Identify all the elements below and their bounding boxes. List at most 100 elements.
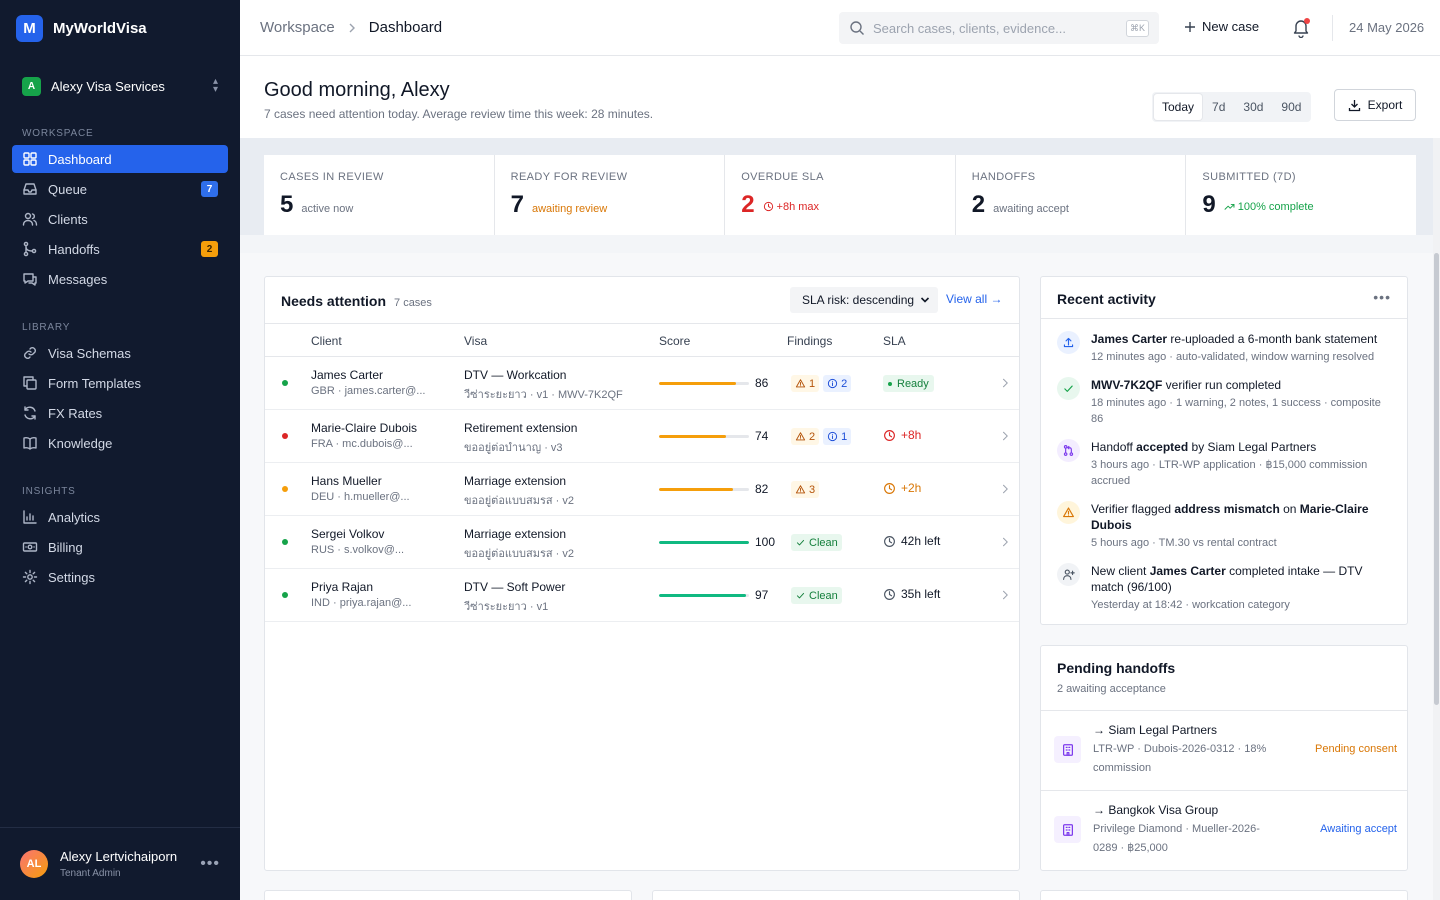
column-visa[interactable]: Visa: [464, 334, 488, 348]
search-bar[interactable]: ⌘K: [839, 12, 1159, 44]
sidebar-item-queue[interactable]: Queue 7: [12, 175, 228, 203]
stat-label: HANDOFFS: [971, 171, 1036, 183]
section-label: INSIGHTS: [22, 486, 76, 497]
findings: 3: [791, 481, 820, 498]
search-input[interactable]: [873, 20, 1118, 36]
view-all-link[interactable]: View all →: [946, 292, 1003, 306]
stat-row: 9 100% complete: [1202, 191, 1400, 219]
current-date: 24 May 2026: [1349, 20, 1425, 35]
stats-band: [240, 235, 1433, 253]
column-score[interactable]: Score: [659, 334, 691, 348]
bottom-card: [1040, 890, 1408, 900]
chevron-right-icon: [1002, 590, 1008, 600]
handoff-icon: [1054, 816, 1081, 843]
more-icon[interactable]: •••: [1373, 289, 1391, 305]
copy-icon: [23, 376, 37, 390]
activity-meta: 5 hours ago · TM.30 vs rental contract: [1091, 537, 1277, 549]
row-chevron[interactable]: [999, 589, 1011, 604]
row-chevron[interactable]: [999, 377, 1011, 392]
score-bar: [659, 382, 749, 385]
sidebar-item-visa-schemas[interactable]: Visa Schemas: [12, 339, 228, 367]
handoff-item[interactable]: → Siam Legal Partners LTR-WP · Dubois-202…: [1041, 710, 1407, 790]
divider: [1332, 15, 1333, 41]
finding-chip: 3: [791, 481, 820, 498]
table-row[interactable]: Priya Rajan IND · priya.rajan@... DTV — So…: [265, 569, 1019, 622]
users-icon: [22, 212, 38, 226]
sidebar: M MyWorldVisa A Alexy Visa Services ▴ ▾ W…: [0, 0, 240, 900]
column-sla[interactable]: SLA: [883, 334, 906, 348]
sidebar-item-messages[interactable]: Messages: [12, 265, 228, 293]
sidebar-item-clients[interactable]: Clients: [12, 205, 228, 233]
table-row[interactable]: Sergei Volkov RUS · s.volkov@... Marriage …: [265, 516, 1019, 569]
client-meta: FRA · mc.dubois@...: [311, 438, 413, 450]
new-case-button[interactable]: New case: [1184, 19, 1259, 34]
git-merge-icon: [23, 241, 37, 257]
column-findings[interactable]: Findings: [787, 334, 833, 348]
score-bar-fill: [659, 488, 733, 491]
sidebar-item-dashboard[interactable]: Dashboard: [12, 145, 228, 173]
activity-text: Handoff accepted by Siam Legal Partners: [1091, 439, 1391, 455]
range-30d[interactable]: 30d: [1243, 100, 1264, 114]
clock-icon: [884, 535, 895, 547]
user-profile[interactable]: AL Alexy Lertvichaiporn Tenant Admin •••: [0, 827, 240, 900]
warning-icon: [795, 379, 806, 388]
stat-note-text: awaiting accept: [993, 203, 1069, 215]
column-client[interactable]: Client: [311, 334, 342, 348]
sidebar-item-analytics[interactable]: Analytics: [12, 503, 228, 531]
brand[interactable]: M MyWorldVisa: [16, 15, 147, 42]
stat-note: awaiting review: [532, 203, 607, 215]
score-bar: [659, 435, 749, 438]
row-chevron[interactable]: [999, 536, 1011, 551]
info-icon: [828, 378, 838, 389]
table-row[interactable]: Hans Mueller DEU · h.mueller@... Marriage …: [265, 463, 1019, 516]
finding-count: Clean: [809, 589, 838, 602]
sort-select[interactable]: SLA risk: descending: [790, 287, 938, 313]
client-meta: RUS · s.volkov@...: [311, 544, 405, 556]
sla-text: +8h: [901, 428, 922, 442]
row-chevron[interactable]: [999, 483, 1011, 498]
topbar: Workspace Dashboard ⌘K New case 24 May 2…: [240, 0, 1440, 56]
sidebar-item-fx-rates[interactable]: FX Rates: [12, 399, 228, 427]
table-row[interactable]: Marie-Claire Dubois FRA · mc.dubois@... Re…: [265, 410, 1019, 463]
section-label: LIBRARY: [22, 322, 71, 333]
activity-text-part: re-uploaded a 6-month bank statement: [1167, 332, 1378, 346]
sla-status: +8h: [883, 428, 921, 442]
sidebar-item-form-templates[interactable]: Form Templates: [12, 369, 228, 397]
handoff-item[interactable]: → Bangkok Visa Group Privilege Diamond · …: [1041, 790, 1407, 870]
grid-icon: [23, 152, 37, 166]
row-chevron[interactable]: [999, 430, 1011, 445]
score-bar: [659, 488, 749, 491]
notifications-button[interactable]: [1292, 18, 1310, 39]
more-icon[interactable]: •••: [200, 855, 220, 872]
chevron-right-icon: [1002, 378, 1008, 388]
sidebar-item-knowledge[interactable]: Knowledge: [12, 429, 228, 457]
scrollbar-thumb[interactable]: [1434, 253, 1439, 705]
stat-card: SUBMITTED (7D) 9 100% complete: [1186, 155, 1416, 235]
stat-note-text: awaiting review: [531, 203, 608, 215]
sidebar-item-billing[interactable]: Billing: [12, 533, 228, 561]
tenant-switcher[interactable]: A Alexy Visa Services ▴ ▾: [12, 70, 228, 102]
sidebar-item-settings[interactable]: Settings: [12, 563, 228, 591]
range-today[interactable]: Today: [1154, 94, 1203, 120]
table-row[interactable]: James Carter GBR · james.carter@... DTV — …: [265, 357, 1019, 410]
brand-logo: M: [16, 15, 43, 42]
score-bar-fill: [659, 541, 749, 544]
sidebar-item-label: Analytics: [48, 509, 101, 525]
page-header: Good morning, Alexy 7 cases need attenti…: [240, 56, 1440, 138]
sla-status: +2h: [883, 481, 921, 495]
visa-meta: ขออยู่ต่อแบบสมรส · v2: [464, 548, 574, 560]
range-7d[interactable]: 7d: [1212, 100, 1226, 114]
visa-type: DTV — Workcation: [464, 368, 567, 382]
export-button[interactable]: Export: [1334, 89, 1416, 121]
stat-note: active now: [301, 203, 353, 215]
breadcrumb-workspace[interactable]: Workspace: [260, 19, 335, 36]
status-dot: [282, 539, 288, 545]
range-90d[interactable]: 90d: [1281, 100, 1302, 114]
ready-dot: [888, 381, 892, 386]
new-case-label: New case: [1202, 19, 1260, 34]
status-dot: [282, 592, 288, 598]
sidebar-item-handoffs[interactable]: Handoffs 2: [12, 235, 228, 263]
handoffs-subtitle: 2 awaiting acceptance: [1057, 683, 1166, 695]
clock-icon: [884, 482, 895, 494]
client-name: Sergei Volkov: [311, 527, 385, 541]
